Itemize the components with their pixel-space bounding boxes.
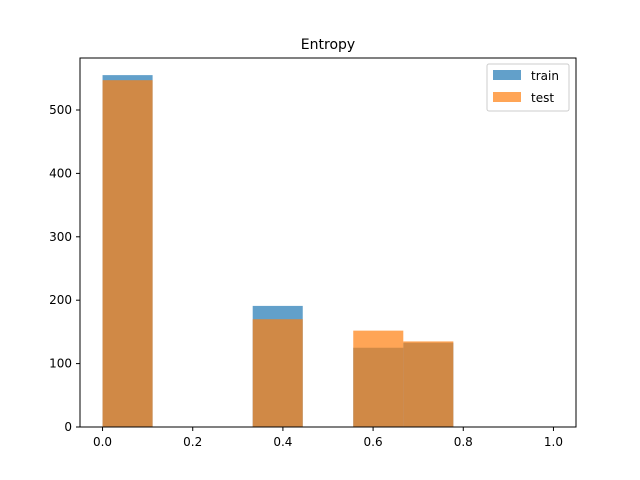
- y-tick-label: 500: [49, 103, 72, 117]
- plot-frame: [79, 57, 577, 428]
- y-tick-label: 200: [49, 293, 72, 307]
- x-tick-label: 0.8: [454, 435, 473, 449]
- legend: train test: [486, 63, 570, 112]
- y-tick-label: 300: [49, 230, 72, 244]
- bar-test-bin-3: [252, 319, 303, 427]
- y-tick-label: 400: [49, 166, 72, 180]
- y-axis: 0 100 200 300 400 500: [49, 103, 80, 434]
- y-tick-label: 100: [49, 357, 72, 371]
- x-axis: 0.0 0.2 0.4 0.6 0.8 1.0: [93, 427, 563, 449]
- chart-title: Entropy: [301, 37, 355, 53]
- legend-label-test: test: [531, 91, 554, 105]
- x-tick-label: 0.2: [183, 435, 202, 449]
- x-tick-label: 0.4: [273, 435, 292, 449]
- bar-test-bin-5: [353, 330, 404, 427]
- bar-test-bin-6: [403, 341, 454, 427]
- bar-test-bin-0: [102, 80, 153, 427]
- x-tick-label: 0.0: [93, 435, 112, 449]
- bars-group: [102, 75, 454, 428]
- x-tick-label: 0.6: [364, 435, 383, 449]
- x-tick-label: 1.0: [544, 435, 563, 449]
- legend-label-train: train: [531, 69, 559, 83]
- y-tick-label: 0: [64, 420, 72, 434]
- legend-swatch-test: [493, 92, 521, 102]
- legend-swatch-train: [493, 70, 521, 80]
